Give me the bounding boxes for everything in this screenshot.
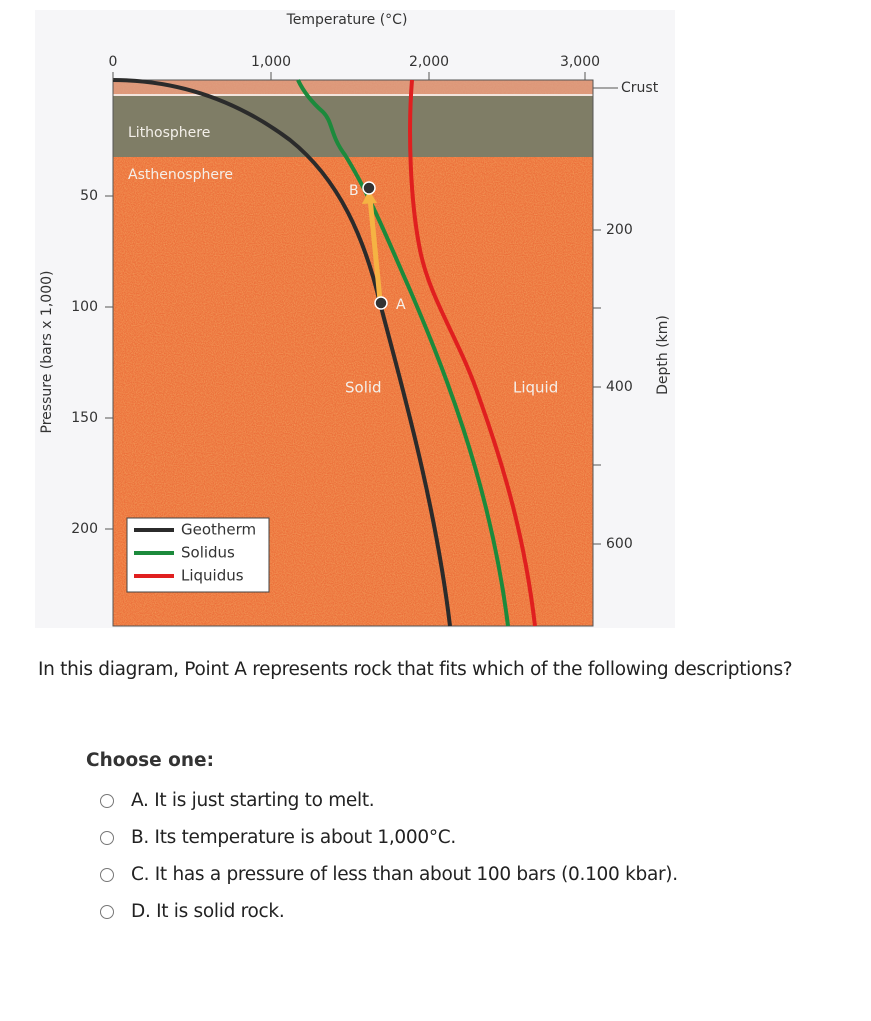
label: Solid: [345, 379, 382, 397]
radio[interactable]: [100, 793, 114, 808]
arrow: [367, 197, 383, 301]
option[interactable]: A. It is just starting to melt.: [100, 790, 375, 811]
question: In this diagram, Point A represents rock…: [38, 659, 793, 680]
lithosphere: [113, 96, 593, 157]
diagram: Temperature (°C) 0 1,000 2,000 3,000 Pre…: [39, 12, 671, 627]
legend-label: Solidus: [181, 544, 235, 562]
tick-label: 100: [71, 299, 98, 315]
liquidus: [408, 79, 537, 627]
tick-label: 200: [71, 521, 98, 537]
option[interactable]: B. Its temperature is about 1,000°C.: [100, 827, 456, 848]
option-text[interactable]: B. Its temperature is about 1,000°C.: [131, 827, 456, 848]
labels: Lithosphere Asthenosphere B A Solid Liqu…: [128, 125, 558, 397]
label: B: [349, 183, 359, 199]
tick-label: 400: [606, 379, 633, 395]
option-text[interactable]: A. It is just starting to melt.: [131, 790, 375, 811]
option-text[interactable]: C. It has a pressure of less than about …: [131, 864, 678, 885]
arrow-head: [362, 190, 377, 204]
axis-title: Pressure (bars x 1,000): [39, 271, 55, 434]
axis-title: Depth (km): [655, 315, 671, 395]
legend-label: Liquidus: [181, 567, 244, 585]
point-a: [374, 296, 388, 310]
option[interactable]: D. It is solid rock.: [100, 901, 285, 922]
radio[interactable]: [100, 904, 114, 919]
label: A: [396, 297, 406, 313]
legend-label: Geotherm: [181, 521, 256, 539]
option[interactable]: C. It has a pressure of less than about …: [100, 864, 678, 885]
ticks: [105, 72, 618, 545]
solidus: [296, 79, 510, 627]
tick-label: 1,000: [251, 54, 291, 70]
frame: [112, 79, 594, 627]
tick-label: 2,000: [409, 54, 449, 70]
tick-label: 0: [109, 54, 118, 70]
label: Liquid: [513, 379, 558, 397]
point-b: [362, 181, 376, 195]
tick-label: 50: [80, 188, 98, 204]
crust: [113, 80, 593, 96]
tick-label: Crust: [621, 80, 659, 96]
axis-title: Temperature (°C): [286, 12, 408, 28]
tick-label: 600: [606, 536, 633, 552]
geotherm: [112, 78, 452, 627]
radio[interactable]: [100, 830, 114, 845]
tick-label: 200: [606, 222, 633, 238]
label: Asthenosphere: [128, 167, 233, 183]
label: Lithosphere: [128, 125, 210, 141]
option-text[interactable]: D. It is solid rock.: [131, 901, 285, 922]
tick-label: 3,000: [560, 54, 600, 70]
tick-label: 150: [71, 410, 98, 426]
radio[interactable]: [100, 867, 114, 882]
prompt: Choose one:: [86, 750, 214, 771]
